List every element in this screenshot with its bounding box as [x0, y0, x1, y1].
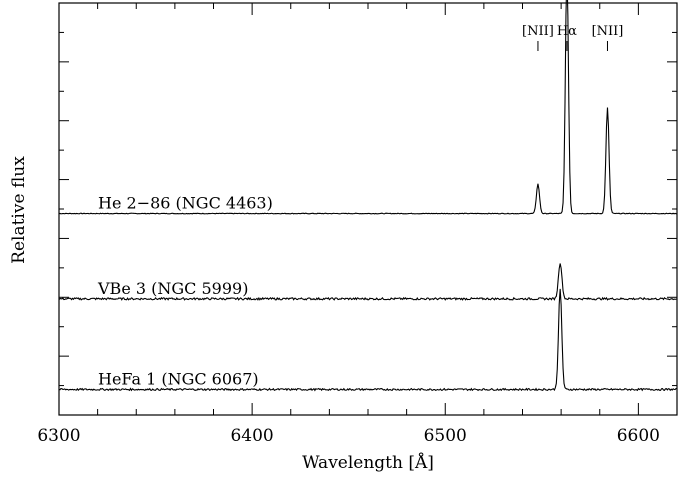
x-tick-label: 6500: [424, 426, 467, 446]
x-tick-label: 6400: [230, 426, 273, 446]
line-marker-label: [NII]: [592, 24, 624, 39]
series-label: VBe 3 (NGC 5999): [97, 279, 248, 298]
series-label: HeFa 1 (NGC 6067): [98, 369, 259, 388]
axis-ticks: [58, 3, 678, 415]
x-tick-label: 6600: [617, 426, 660, 446]
line-marker-label: Hα: [557, 24, 577, 39]
x-tick-label: 6300: [37, 426, 80, 446]
series-label: He 2−86 (NGC 4463): [98, 194, 273, 213]
series-labels: He 2−86 (NGC 4463) VBe 3 (NGC 5999) HeFa 1…: [97, 194, 273, 389]
x-tick-labels: 6300 6400 6500 6600: [37, 426, 660, 446]
series-line: [58, 0, 678, 215]
x-axis-label: Wavelength [Å]: [302, 452, 434, 473]
series-line: [58, 288, 678, 392]
series-line: [58, 263, 678, 301]
line-marker-label: [NII]: [522, 24, 554, 39]
series-lines: [58, 0, 678, 392]
y-axis-label: Relative flux: [9, 156, 29, 264]
line-markers: [NII] Hα [NII]: [522, 24, 623, 51]
